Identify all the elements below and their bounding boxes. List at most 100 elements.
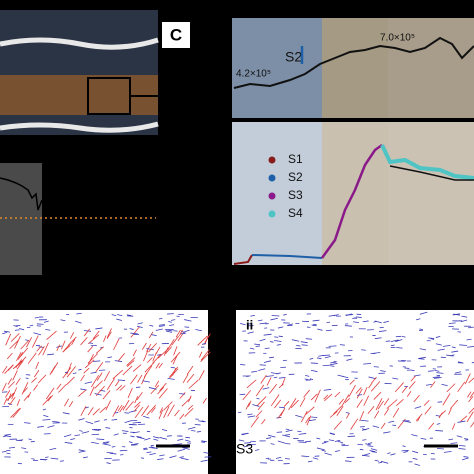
vector: [165, 346, 172, 354]
vector: [371, 451, 377, 453]
stage-band: [388, 18, 474, 118]
vector: [16, 352, 22, 362]
vector: [2, 435, 8, 438]
vector: [5, 390, 11, 398]
vector: [8, 446, 16, 449]
vector: [403, 451, 408, 453]
vector: [17, 356, 27, 366]
vector: [419, 311, 428, 315]
vector: [84, 359, 95, 369]
vector: [202, 397, 207, 404]
legend-marker: [268, 210, 276, 218]
vector: [175, 329, 181, 338]
vector: [83, 330, 92, 332]
vector: [75, 320, 82, 324]
vector: [317, 328, 323, 331]
vector: [93, 360, 101, 362]
vector: [7, 364, 14, 372]
vector: [19, 328, 25, 331]
trace: [389, 165, 474, 181]
vector: [323, 389, 332, 391]
vector: [154, 380, 160, 388]
vector: [169, 366, 179, 378]
vector: [87, 407, 94, 416]
stage-band: [232, 18, 322, 118]
vector: [448, 438, 454, 441]
vector: [8, 392, 15, 399]
vector: [3, 330, 11, 333]
vector: [283, 400, 290, 407]
vector: [200, 351, 211, 362]
vector: [283, 313, 287, 316]
vector: [105, 427, 111, 429]
vector: [128, 441, 133, 444]
vector: [159, 407, 163, 414]
vector: [367, 442, 373, 444]
vector: [238, 439, 245, 442]
vector: [352, 317, 357, 319]
vector: [46, 330, 57, 340]
vector: [136, 325, 143, 328]
vector: [50, 362, 59, 374]
vector: [304, 378, 310, 381]
vector: [146, 451, 152, 454]
vector: [337, 374, 344, 377]
legend-label: S2: [288, 170, 303, 184]
vector: [103, 371, 110, 382]
vector: [106, 331, 112, 340]
vector: [451, 350, 459, 353]
vector: [20, 339, 30, 350]
vector: [184, 407, 194, 417]
vector: [304, 440, 311, 443]
vector: [305, 416, 310, 424]
vector: [7, 352, 13, 360]
vector: [274, 399, 282, 409]
vector: [179, 392, 186, 399]
vector: [263, 333, 272, 336]
vector: [200, 349, 210, 361]
vector: [182, 374, 189, 384]
vector: [149, 324, 154, 327]
vector: [2, 365, 8, 374]
vector: [122, 399, 130, 411]
vector: [153, 438, 159, 441]
vector: [150, 384, 160, 395]
vector: [408, 381, 416, 390]
vector: [184, 319, 192, 322]
vector: [454, 371, 462, 374]
vector: [324, 393, 333, 402]
vector: [443, 451, 452, 453]
vector: [151, 407, 156, 413]
vector: [411, 434, 418, 437]
label-box: [162, 22, 190, 48]
vector: [43, 320, 49, 323]
vector: [148, 447, 156, 449]
vector: [394, 382, 404, 393]
vector: [8, 381, 15, 389]
vector: [197, 335, 208, 346]
vector: [278, 335, 283, 338]
vector: [415, 413, 423, 422]
vector: [251, 370, 258, 373]
vector: [72, 372, 77, 375]
vector: [83, 456, 88, 459]
vector: [388, 420, 395, 423]
vector: [435, 414, 440, 417]
vector: [191, 429, 196, 432]
vector: [378, 461, 382, 464]
vector: [47, 425, 55, 428]
vector: [62, 367, 72, 379]
vector: [270, 443, 275, 445]
vector: [165, 330, 173, 333]
vector: [89, 342, 93, 344]
vector: [346, 412, 350, 419]
vector: [161, 429, 168, 432]
vector: [159, 437, 168, 440]
vector: [390, 339, 399, 343]
vector: [68, 401, 74, 408]
vector: [341, 443, 346, 445]
vector: [312, 457, 319, 460]
vector: [247, 413, 253, 416]
stage-band: [232, 122, 322, 265]
vector: [174, 443, 183, 445]
